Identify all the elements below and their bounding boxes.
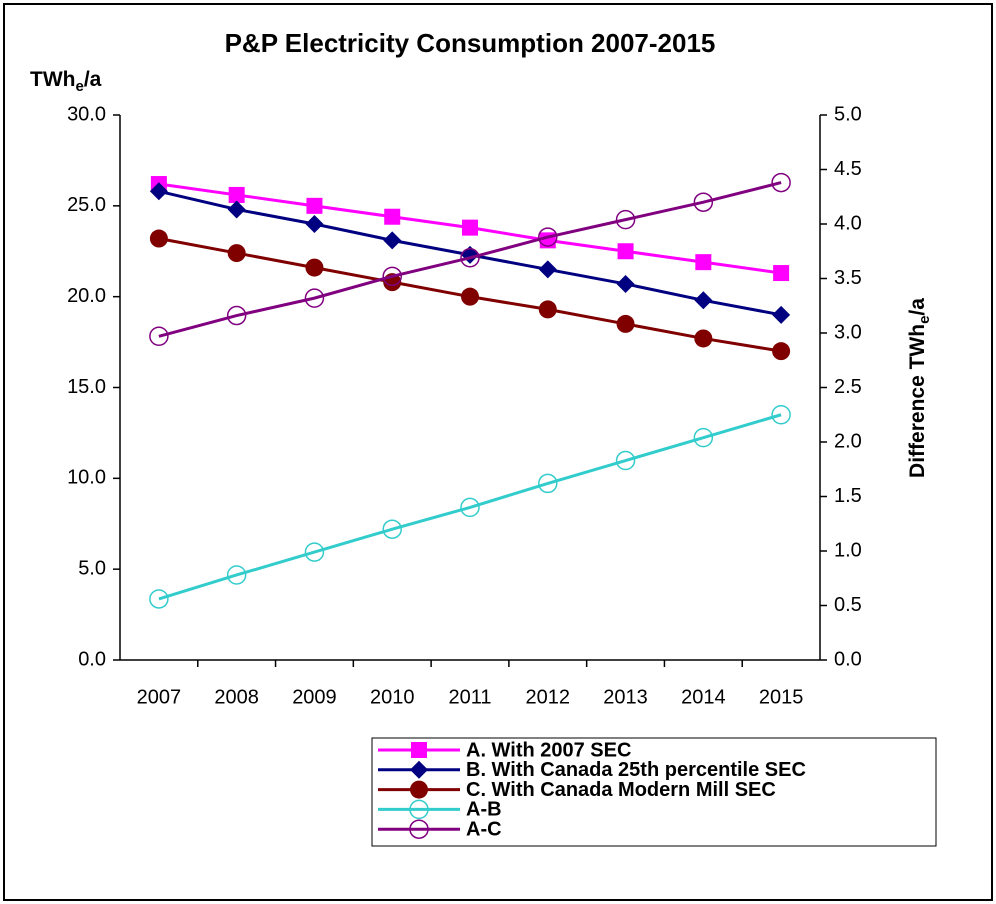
x-tick-label: 2014 (681, 686, 726, 708)
data-point (616, 274, 635, 293)
y-tick-label: 15.0 (67, 376, 106, 398)
y2-tick-label: 0.5 (834, 594, 862, 616)
data-point (693, 427, 714, 448)
data-point (149, 326, 169, 347)
y2-tick-label: 1.5 (834, 485, 862, 507)
y-tick-label: 0.0 (78, 648, 106, 670)
data-point (695, 254, 712, 271)
data-point (771, 172, 791, 193)
data-point (615, 450, 636, 471)
x-tick-label: 2013 (603, 686, 648, 708)
data-point (228, 186, 245, 203)
data-point (616, 314, 635, 333)
data-point (304, 542, 325, 562)
data-point (149, 182, 168, 201)
data-point (227, 200, 246, 219)
data-point (383, 231, 402, 250)
legend-label: B. With Canada 25th percentile SEC (466, 759, 806, 781)
y2-tick-label: 5.0 (834, 103, 862, 125)
data-point (304, 288, 325, 308)
y2-tick-label: 1.0 (834, 539, 862, 561)
y2-tick-label: 4.0 (834, 212, 862, 234)
y-axis-label: TWhe/a (30, 68, 102, 95)
y-tick-label: 30.0 (67, 103, 106, 125)
data-point (460, 497, 480, 518)
x-tick-label: 2011 (448, 686, 491, 708)
data-point (306, 197, 323, 214)
x-tick-label: 2010 (370, 686, 415, 708)
legend-marker (410, 780, 428, 799)
data-point (772, 342, 791, 361)
series-line (158, 181, 782, 338)
y-tick-label: 20.0 (67, 285, 106, 307)
legend-marker (409, 819, 429, 839)
data-point (227, 244, 246, 263)
x-tick-label: 2012 (526, 686, 571, 708)
data-point (226, 565, 247, 585)
legend-marker (409, 799, 429, 820)
data-point (149, 229, 168, 248)
data-point (771, 405, 791, 425)
data-point (773, 265, 790, 282)
data-point (461, 287, 479, 306)
data-point (538, 300, 557, 319)
legend-label: A. With 2007 SEC (466, 739, 631, 761)
y2-axis-label: Difference TWhe/a (906, 298, 933, 478)
x-tick-label: 2007 (137, 686, 182, 708)
data-point (538, 473, 558, 494)
data-point (694, 329, 713, 348)
data-point (384, 208, 401, 225)
legend-marker (410, 760, 428, 779)
x-tick-label: 2009 (292, 686, 337, 708)
data-point (382, 266, 402, 287)
data-point (382, 519, 402, 539)
y2-tick-label: 0.0 (834, 648, 862, 670)
y2-tick-label: 4.5 (834, 158, 862, 180)
legend-label: C. With Canada Modern Mill SEC (466, 779, 776, 801)
series-line (158, 413, 782, 601)
data-point (305, 258, 324, 277)
y2-tick-label: 2.0 (834, 430, 862, 452)
data-point (615, 209, 636, 230)
data-point (693, 192, 714, 212)
data-point (538, 227, 558, 247)
data-point (149, 589, 169, 609)
y2-tick-label: 2.5 (834, 376, 862, 398)
legend-label: A-C (466, 818, 502, 840)
legend-marker (411, 742, 427, 758)
chart-title: P&P Electricity Consumption 2007-2015 (225, 28, 716, 58)
y-tick-label: 5.0 (78, 557, 106, 579)
legend-label: A-B (466, 799, 502, 821)
data-point (772, 305, 791, 324)
x-tick-label: 2015 (759, 686, 804, 708)
data-point (226, 305, 247, 326)
data-point (617, 243, 634, 260)
data-point (305, 215, 324, 233)
data-point (460, 248, 480, 268)
data-point (694, 291, 713, 310)
x-tick-label: 2008 (214, 686, 259, 708)
y2-tick-label: 3.0 (834, 321, 862, 343)
y-tick-label: 10.0 (67, 467, 106, 489)
data-point (462, 219, 478, 236)
y-tick-label: 25.0 (67, 194, 106, 216)
legend-box (371, 737, 937, 847)
y2-tick-label: 3.5 (834, 267, 862, 289)
data-point (538, 260, 557, 279)
